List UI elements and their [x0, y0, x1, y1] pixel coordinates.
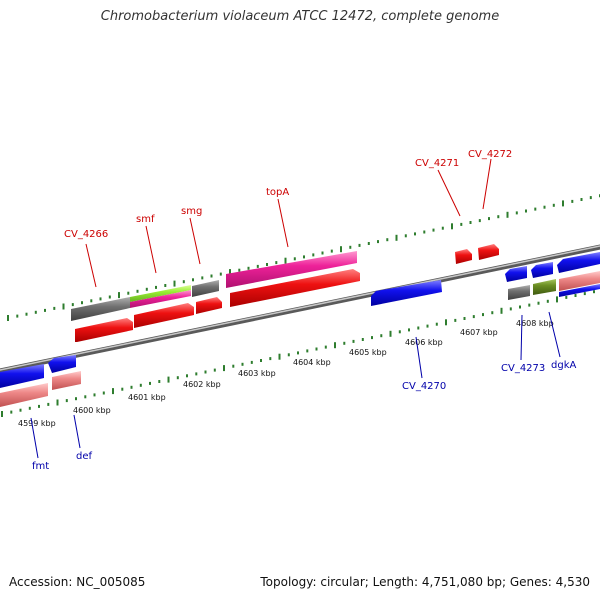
label-CV_4273[interactable]: CV_4273	[501, 363, 545, 374]
label-topA[interactable]: topA	[266, 187, 289, 198]
label-CV_4271[interactable]: CV_4271	[415, 158, 459, 169]
gene-pink-fmt[interactable]	[0, 383, 48, 407]
label-CV_4266[interactable]: CV_4266	[64, 229, 108, 240]
gene-blue-fmt[interactable]	[0, 364, 44, 388]
gene-olive-dgkA[interactable]	[533, 279, 556, 295]
scale-ticks-lower	[1, 290, 595, 417]
gene-magenta-smf[interactable]	[130, 290, 191, 308]
gene-red-3[interactable]	[196, 297, 222, 314]
gene-blue-right[interactable]	[557, 252, 600, 273]
label-dgkA[interactable]: dgkA	[551, 360, 576, 371]
backbone	[0, 244, 600, 374]
scale-label-4601: 4601 kbp	[128, 393, 166, 402]
gene-gray-smg[interactable]	[192, 280, 219, 297]
scale-label-4606: 4606 kbp	[405, 338, 443, 347]
gene-blue-dgkA[interactable]	[531, 262, 553, 278]
gene-blue-CV_4273[interactable]	[505, 266, 527, 282]
forward-features	[71, 244, 499, 342]
scale-label-4602: 4602 kbp	[183, 380, 221, 389]
accession-label: Accession: NC_005085	[9, 575, 146, 589]
gene-pink-right[interactable]	[559, 271, 600, 291]
label-leaders	[30, 158, 561, 459]
gene-blue-CV_4270[interactable]	[371, 280, 442, 306]
scale-label-4605: 4605 kbp	[349, 348, 387, 357]
gene-gray-CV_4266[interactable]	[71, 297, 130, 321]
label-smf[interactable]: smf	[136, 214, 155, 225]
scale-label-4599: 4599 kbp	[18, 419, 56, 428]
label-CV_4270[interactable]: CV_4270	[402, 381, 446, 392]
label-fmt[interactable]: fmt	[32, 461, 49, 472]
reverse-features	[0, 252, 600, 407]
scale-labels: 4599 kbp 4600 kbp 4601 kbp 4602 kbp 4603…	[18, 319, 554, 428]
gene-labels: CV_4266 smf smg topA CV_4271 CV_4272 fmt…	[32, 149, 576, 472]
scale-ticks-upper	[7, 194, 600, 321]
gene-blue-right-2[interactable]	[559, 284, 600, 297]
gene-gray-CV_4273[interactable]	[508, 285, 530, 300]
genome-summary: Topology: circular; Length: 4,751,080 bp…	[260, 575, 590, 589]
label-smg[interactable]: smg	[181, 206, 202, 217]
scale-label-4608: 4608 kbp	[516, 319, 554, 328]
gene-pink-def[interactable]	[52, 371, 81, 390]
gene-lime-smf[interactable]	[130, 285, 191, 302]
scale-label-4603: 4603 kbp	[238, 369, 276, 378]
gene-magenta-topA[interactable]	[226, 251, 357, 288]
gene-blue-def[interactable]	[48, 355, 76, 373]
gene-red-CV_4271[interactable]	[455, 249, 472, 264]
gene-red-2[interactable]	[134, 303, 194, 328]
gene-red-topA[interactable]	[230, 269, 360, 307]
scale-label-4604: 4604 kbp	[293, 358, 331, 367]
scale-label-4607: 4607 kbp	[460, 328, 498, 337]
scale-label-4600: 4600 kbp	[73, 406, 111, 415]
label-CV_4272[interactable]: CV_4272	[468, 149, 512, 160]
label-def[interactable]: def	[76, 451, 93, 462]
gene-red-CV_4272[interactable]	[478, 244, 499, 260]
map-title: Chromobacterium violaceum ATCC 12472, co…	[100, 9, 500, 24]
gene-red-1[interactable]	[75, 318, 133, 342]
